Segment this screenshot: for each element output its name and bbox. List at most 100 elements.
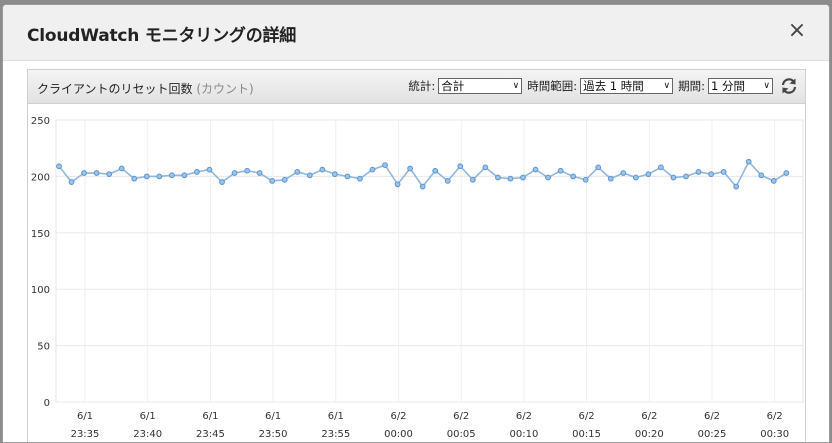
x-tick-date: 6/2: [453, 411, 469, 422]
y-tick-label: 250: [31, 116, 50, 127]
data-point: [331, 171, 338, 178]
x-tick-date: 6/2: [704, 411, 720, 422]
y-tick-label: 100: [31, 285, 50, 296]
x-tick-time: 23:35: [71, 429, 100, 440]
time-range-select[interactable]: 過去 1 時間 ∨: [580, 78, 674, 94]
data-point: [770, 178, 777, 184]
data-point: [143, 173, 150, 180]
panel-header: クライアントのリセット回数 (カウント) 統計: 合計 ∨ 時間範囲: 過去 1…: [28, 70, 805, 104]
data-point: [683, 173, 689, 180]
data-point: [194, 168, 200, 175]
data-point: [520, 174, 526, 181]
plot-frame: [55, 119, 804, 403]
data-point: [281, 176, 288, 183]
data-point: [319, 166, 326, 173]
statistic-label: 統計:: [408, 79, 436, 93]
x-tick-date: 6/1: [265, 411, 281, 422]
y-tick-label: 50: [37, 342, 50, 353]
metric-controls: 統計: 合計 ∨ 時間範囲: 過去 1 時間 ∨ 期間: 1 分間 ∨: [408, 76, 799, 96]
data-point: [81, 170, 87, 176]
data-point: [382, 162, 388, 169]
data-point: [457, 163, 464, 170]
data-point: [269, 178, 276, 184]
metric-unit: (カウント): [196, 82, 254, 96]
data-point: [419, 183, 426, 190]
data-point: [557, 167, 564, 174]
data-point: [745, 158, 752, 165]
x-tick-date: 6/1: [328, 411, 344, 422]
data-point: [532, 166, 539, 173]
metric-panel: クライアントのリセット回数 (カウント) 統計: 合計 ∨ 時間範囲: 過去 1…: [27, 69, 806, 442]
data-point: [658, 164, 664, 171]
x-tick-time: 00:05: [447, 429, 476, 440]
x-tick-time: 00:10: [509, 429, 538, 440]
data-point: [93, 170, 100, 176]
chart-area: 0 50 100 150 200 250 6/1 23:35 6/1 23:40 6/1 23:45 6…: [28, 104, 805, 442]
statistic-value: 合計: [441, 79, 465, 93]
chevron-down-icon: ∨: [763, 81, 770, 91]
data-point: [507, 175, 514, 182]
data-point: [56, 163, 62, 170]
data-point: [306, 172, 313, 179]
y-tick-label: 0: [44, 398, 50, 409]
data-point: [482, 164, 489, 171]
chevron-down-icon: ∨: [512, 81, 520, 91]
period-label: 期間:: [678, 79, 705, 93]
x-tick-time: 23:50: [259, 429, 288, 440]
x-tick-time: 00:15: [572, 429, 601, 440]
data-point: [670, 174, 677, 181]
data-point: [357, 175, 363, 182]
data-point: [68, 179, 75, 185]
data-point: [231, 170, 238, 176]
data-point: [645, 171, 652, 178]
data-point: [168, 172, 175, 179]
data-point: [181, 172, 188, 179]
data-point: [632, 174, 639, 181]
data-point: [219, 179, 225, 185]
data-point: [545, 174, 551, 181]
data-point: [344, 173, 351, 180]
data-point: [244, 167, 251, 174]
data-point: [595, 164, 602, 171]
data-point: [708, 171, 714, 178]
line-chart: 0 50 100 150 200 250 6/1 23:35 6/1 23:40 6/1 23:45 6…: [31, 116, 804, 440]
data-point: [256, 170, 263, 176]
period-value: 1 分間: [711, 79, 745, 93]
x-tick-time: 00:30: [760, 429, 789, 440]
series-line: [58, 160, 787, 188]
x-tick-time: 23:45: [196, 429, 225, 440]
data-point: [206, 166, 213, 173]
x-tick-date: 6/2: [579, 411, 595, 422]
modal-title: CloudWatch モニタリングの詳細: [27, 26, 297, 46]
data-point: [783, 170, 790, 176]
data-point: [720, 168, 727, 175]
x-tick-date: 6/1: [202, 411, 218, 422]
x-tick-date: 6/1: [77, 411, 93, 422]
data-point: [444, 178, 451, 184]
data-point: [432, 167, 439, 174]
y-tick-label: 150: [31, 229, 50, 240]
y-tick-label: 200: [31, 172, 50, 183]
data-point: [570, 173, 577, 180]
time-range-label: 時間範囲:: [527, 79, 578, 93]
data-point: [733, 183, 740, 190]
data-point: [407, 165, 414, 172]
x-tick-time: 00:00: [384, 429, 413, 440]
data-point: [582, 176, 589, 183]
monitoring-detail-modal: CloudWatch モニタリングの詳細 × クライアントのリセット回数 (カウ…: [2, 4, 830, 443]
x-tick-time: 23:40: [133, 429, 162, 440]
data-point: [106, 171, 113, 178]
statistic-select[interactable]: 合計 ∨: [438, 78, 523, 94]
x-tick-time: 00:25: [698, 429, 727, 440]
data-point: [369, 166, 376, 173]
data-point: [469, 176, 476, 183]
data-point: [695, 168, 702, 175]
x-tick-time: 00:20: [635, 429, 664, 440]
refresh-icon[interactable]: [779, 76, 799, 96]
x-tick-date: 6/2: [390, 411, 406, 422]
data-point: [495, 174, 501, 181]
close-button[interactable]: ×: [787, 18, 807, 43]
period-select[interactable]: 1 分間 ∨: [708, 78, 773, 94]
data-point: [758, 172, 765, 179]
data-point: [118, 165, 125, 172]
